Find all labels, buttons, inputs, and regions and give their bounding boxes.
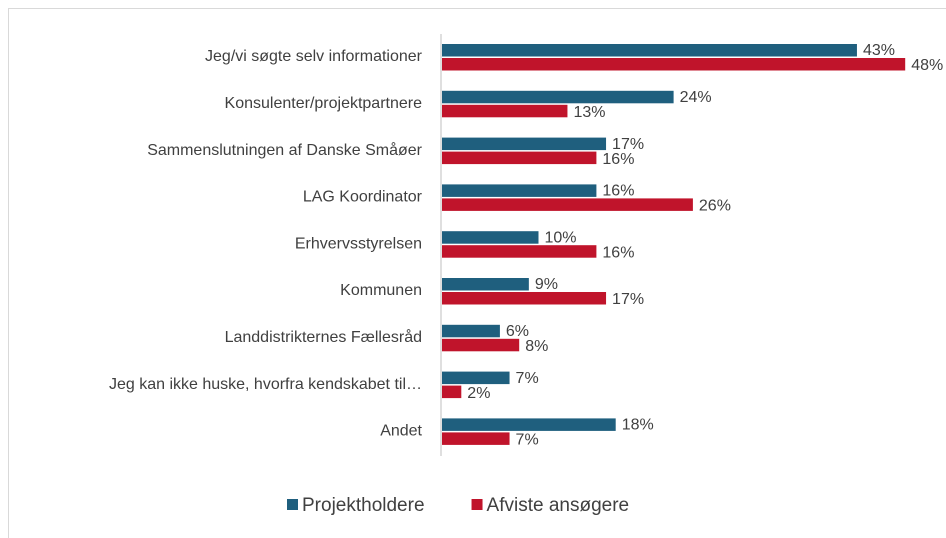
bar bbox=[442, 338, 520, 352]
bar bbox=[442, 371, 510, 385]
value-label: 16% bbox=[602, 183, 634, 200]
value-label: 24% bbox=[680, 89, 712, 106]
bar bbox=[442, 245, 597, 258]
category-label: Jeg kan ikke huske, hvorfra kendskabet t… bbox=[109, 376, 422, 393]
category-label: Landdistrikternes Fællesråd bbox=[225, 328, 422, 346]
bar bbox=[442, 292, 607, 305]
legend-label: Afviste ansøgere bbox=[487, 495, 630, 516]
value-label: 7% bbox=[516, 370, 539, 387]
bar bbox=[442, 324, 500, 338]
value-label: 13% bbox=[573, 104, 605, 121]
legend-label: Projektholdere bbox=[302, 495, 425, 516]
value-label: 2% bbox=[467, 385, 490, 402]
value-label: 8% bbox=[525, 338, 548, 355]
value-label: 6% bbox=[506, 323, 529, 340]
value-label: 26% bbox=[699, 198, 731, 215]
bar bbox=[442, 137, 607, 151]
value-label: 18% bbox=[622, 417, 654, 434]
category-label: Sammenslutningen af Danske Småøer bbox=[147, 141, 422, 159]
bar bbox=[442, 231, 539, 244]
bar bbox=[442, 151, 597, 165]
value-label: 7% bbox=[516, 432, 539, 449]
value-label: 43% bbox=[863, 42, 895, 59]
category-label: Jeg/vi søgte selv informationer bbox=[205, 48, 423, 65]
category-label: Erhvervsstyrelsen bbox=[295, 235, 422, 252]
bar bbox=[442, 385, 462, 399]
chart-frame bbox=[8, 8, 946, 538]
category-label: Andet bbox=[380, 423, 422, 440]
bar bbox=[442, 198, 693, 211]
value-label: 16% bbox=[602, 151, 634, 168]
value-label: 17% bbox=[612, 291, 644, 308]
bar bbox=[442, 278, 529, 291]
legend-swatch bbox=[287, 499, 298, 510]
bar bbox=[442, 58, 906, 71]
bar bbox=[442, 44, 857, 57]
bar bbox=[442, 184, 597, 197]
value-label: 16% bbox=[602, 244, 634, 261]
bar bbox=[442, 432, 510, 445]
category-label: Konsulenter/projektpartnere bbox=[225, 95, 423, 112]
bar bbox=[442, 418, 616, 431]
category-label: Kommunen bbox=[340, 282, 422, 299]
legend-swatch bbox=[471, 499, 483, 510]
value-label: 17% bbox=[612, 136, 644, 153]
value-label: 48% bbox=[911, 57, 943, 74]
bar bbox=[442, 90, 674, 104]
value-label: 10% bbox=[545, 229, 577, 246]
bar bbox=[442, 104, 568, 118]
category-label: LAG Koordinator bbox=[303, 189, 423, 206]
value-label: 9% bbox=[535, 276, 558, 293]
